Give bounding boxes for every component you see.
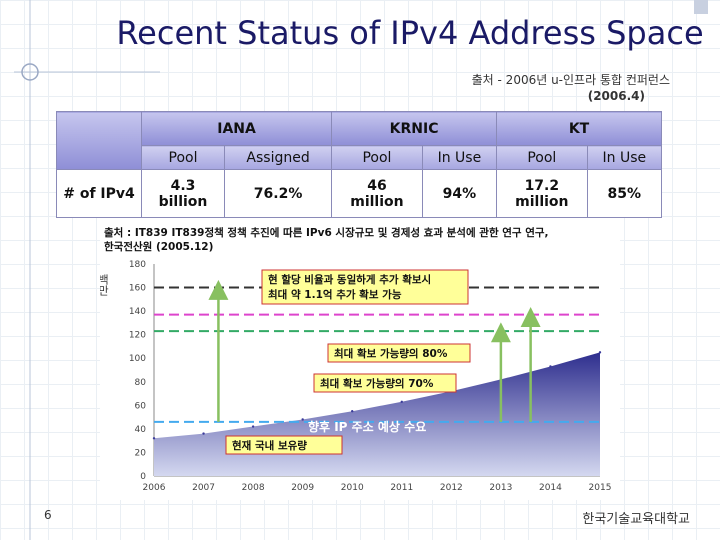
group-header-iana: IANA	[140, 111, 333, 146]
x-tick-label-2006: 2006	[143, 483, 166, 493]
demand-point-2006	[152, 437, 156, 440]
callout-current-holdings-text-0: 현재 국내 보유량	[232, 439, 307, 452]
demand-point-2014	[549, 365, 552, 368]
slide-title: Recent Status of IPv4 Address Space	[116, 14, 704, 52]
callout-additional-text-0: 현 할당 비율과 동일하게 추가 확보시	[268, 273, 431, 286]
y-tick-label-0: 0	[140, 472, 146, 482]
chart-svg: 출처 : IT839 IT839정책 정책 추진에 따른 IPv6 시장규모 및…	[97, 226, 612, 493]
y-tick-label-120: 120	[129, 331, 146, 341]
cell-iana-pool: 4.3 billion	[141, 169, 225, 218]
cell-kt-inuse: 85%	[586, 169, 663, 218]
y-axis-label: 백만	[100, 274, 110, 296]
chart-source-line2: 한국전산원 (2005.12)	[104, 240, 213, 253]
demand-point-2010	[351, 410, 354, 413]
x-tick-label-2011: 2011	[390, 483, 413, 493]
y-tick-label-40: 40	[135, 425, 147, 435]
y-tick-label-80: 80	[135, 378, 147, 388]
subheader-krnic-inuse: In Use	[421, 145, 498, 170]
callout-80-percent-text-0: 최대 확보 가능량의 80%	[334, 347, 448, 360]
callout-70-percent-text-0: 최대 확보 가능량의 70%	[320, 377, 434, 390]
x-tick-label-2010: 2010	[341, 483, 364, 493]
y-tick-label-60: 60	[135, 401, 147, 411]
y-tick-label-180: 180	[129, 260, 146, 270]
group-header-kt: KT	[496, 111, 662, 146]
subheader-kt-inuse: In Use	[586, 145, 663, 170]
x-tick-label-2013: 2013	[489, 483, 512, 493]
callout-additional-box	[261, 269, 469, 305]
subheader-iana-pool: Pool	[141, 145, 225, 170]
demand-point-2009	[301, 418, 304, 421]
demand-point-2011	[400, 400, 403, 403]
cell-iana-assigned: 76.2%	[223, 169, 333, 218]
footer-institution: 한국기술교육대학교	[582, 512, 690, 527]
cell-krnic-pool: 46 million	[331, 169, 423, 218]
callout-current-holdings-box	[225, 435, 343, 455]
cell-krnic-inuse: 94%	[421, 169, 498, 218]
y-tick-label-140: 140	[129, 307, 146, 317]
subheader-kt-pool: Pool	[496, 145, 588, 170]
demand-point-2007	[202, 432, 205, 435]
subheader-iana-assigned: Assigned	[223, 145, 333, 170]
x-tick-label-2009: 2009	[291, 483, 314, 493]
address-status-table: IANA KRNIC KT Pool Assigned Pool In Use …	[56, 111, 663, 218]
x-tick-label-2008: 2008	[242, 483, 265, 493]
row-label: # of IPv4	[56, 169, 142, 218]
x-tick-label-2007: 2007	[192, 483, 215, 493]
group-header-krnic: KRNIC	[331, 111, 498, 146]
demand-point-2008	[251, 425, 255, 428]
demand-area	[154, 352, 600, 476]
ip-demand-chart: 출처 : IT839 IT839정책 정책 추진에 따른 IPv6 시장규모 및…	[97, 218, 620, 500]
y-tick-label-20: 20	[135, 448, 147, 458]
y-tick-label-100: 100	[129, 354, 146, 364]
source-caption: 출처 - 2006년 u-인프라 통합 컨퍼런스	[471, 73, 670, 87]
page-number: 6	[44, 508, 52, 522]
table-corner	[56, 111, 142, 170]
plot-area: 0 20 40 60 80 100 120 140 160 180 2006 2007 2008 2009…	[129, 260, 612, 493]
x-tick-label-2012: 2012	[440, 483, 463, 493]
source-date: (2006.4)	[587, 89, 645, 103]
cell-kt-pool: 17.2 million	[496, 169, 588, 218]
y-tick-label-160: 160	[129, 284, 146, 294]
callout-80-percent-box	[327, 343, 471, 363]
callout-70-percent-box	[313, 373, 457, 393]
subheader-krnic-pool: Pool	[331, 145, 423, 170]
demand-point-2015	[598, 351, 602, 354]
callout-additional-text-1: 최대 약 1.1억 추가 확보 가능	[268, 288, 402, 301]
demand-area-label: 향후 IP 주소 예상 수요	[308, 419, 426, 434]
x-tick-label-2015: 2015	[589, 483, 612, 493]
x-tick-label-2014: 2014	[539, 483, 562, 493]
chart-source-line1: 출처 : IT839 IT839정책 정책 추진에 따른 IPv6 시장규모 및…	[104, 226, 549, 239]
